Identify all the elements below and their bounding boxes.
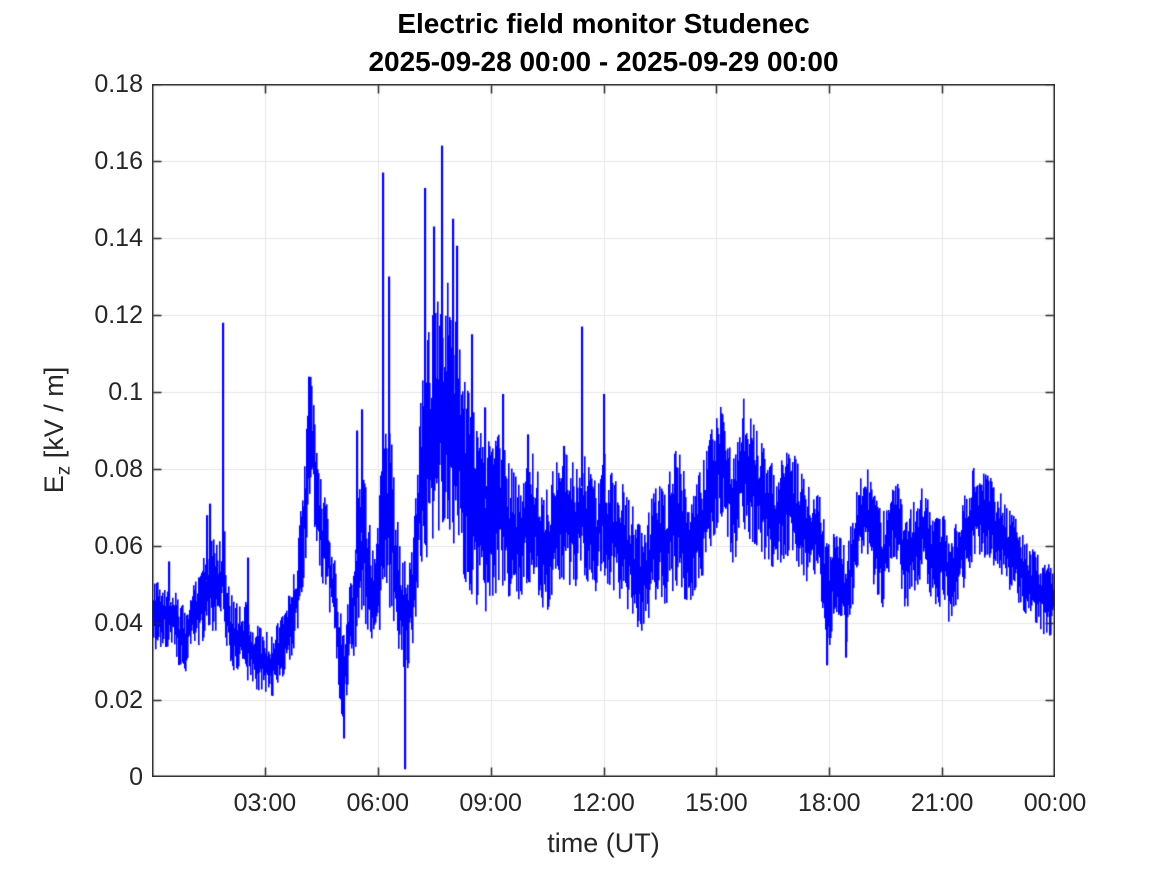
y-tick-label: 0.08 <box>94 455 143 483</box>
x-tick-label: 06:00 <box>346 789 410 817</box>
x-tick-label: 09:00 <box>459 789 522 817</box>
x-tick-label: 15:00 <box>685 789 748 817</box>
y-tick-label: 0.18 <box>94 70 143 98</box>
y-tick-label: 0.1 <box>108 378 143 406</box>
x-axis-label: time (UT) <box>547 828 660 858</box>
y-tick-label: 0.12 <box>94 301 143 329</box>
x-tick-label: 21:00 <box>910 789 974 817</box>
chart-title: Electric field monitor Studenec <box>397 8 810 39</box>
plot-box <box>152 84 1055 777</box>
x-tick-label: 03:00 <box>233 789 297 817</box>
chart-subtitle: 2025-09-28 00:00 - 2025-09-29 00:00 <box>368 46 839 77</box>
x-tick-label: 00:00 <box>1023 789 1087 817</box>
x-tick-label: 12:00 <box>572 789 635 817</box>
y-tick-label: 0 <box>129 763 143 791</box>
x-tick-label: 18:00 <box>797 789 861 817</box>
y-tick-label: 0.14 <box>94 224 143 252</box>
y-tick-label: 0.02 <box>94 686 143 714</box>
plot-area <box>152 84 1055 777</box>
y-tick-label: 0.06 <box>94 532 143 560</box>
y-tick-label: 0.16 <box>94 147 143 175</box>
y-tick-label: 0.04 <box>94 609 143 637</box>
